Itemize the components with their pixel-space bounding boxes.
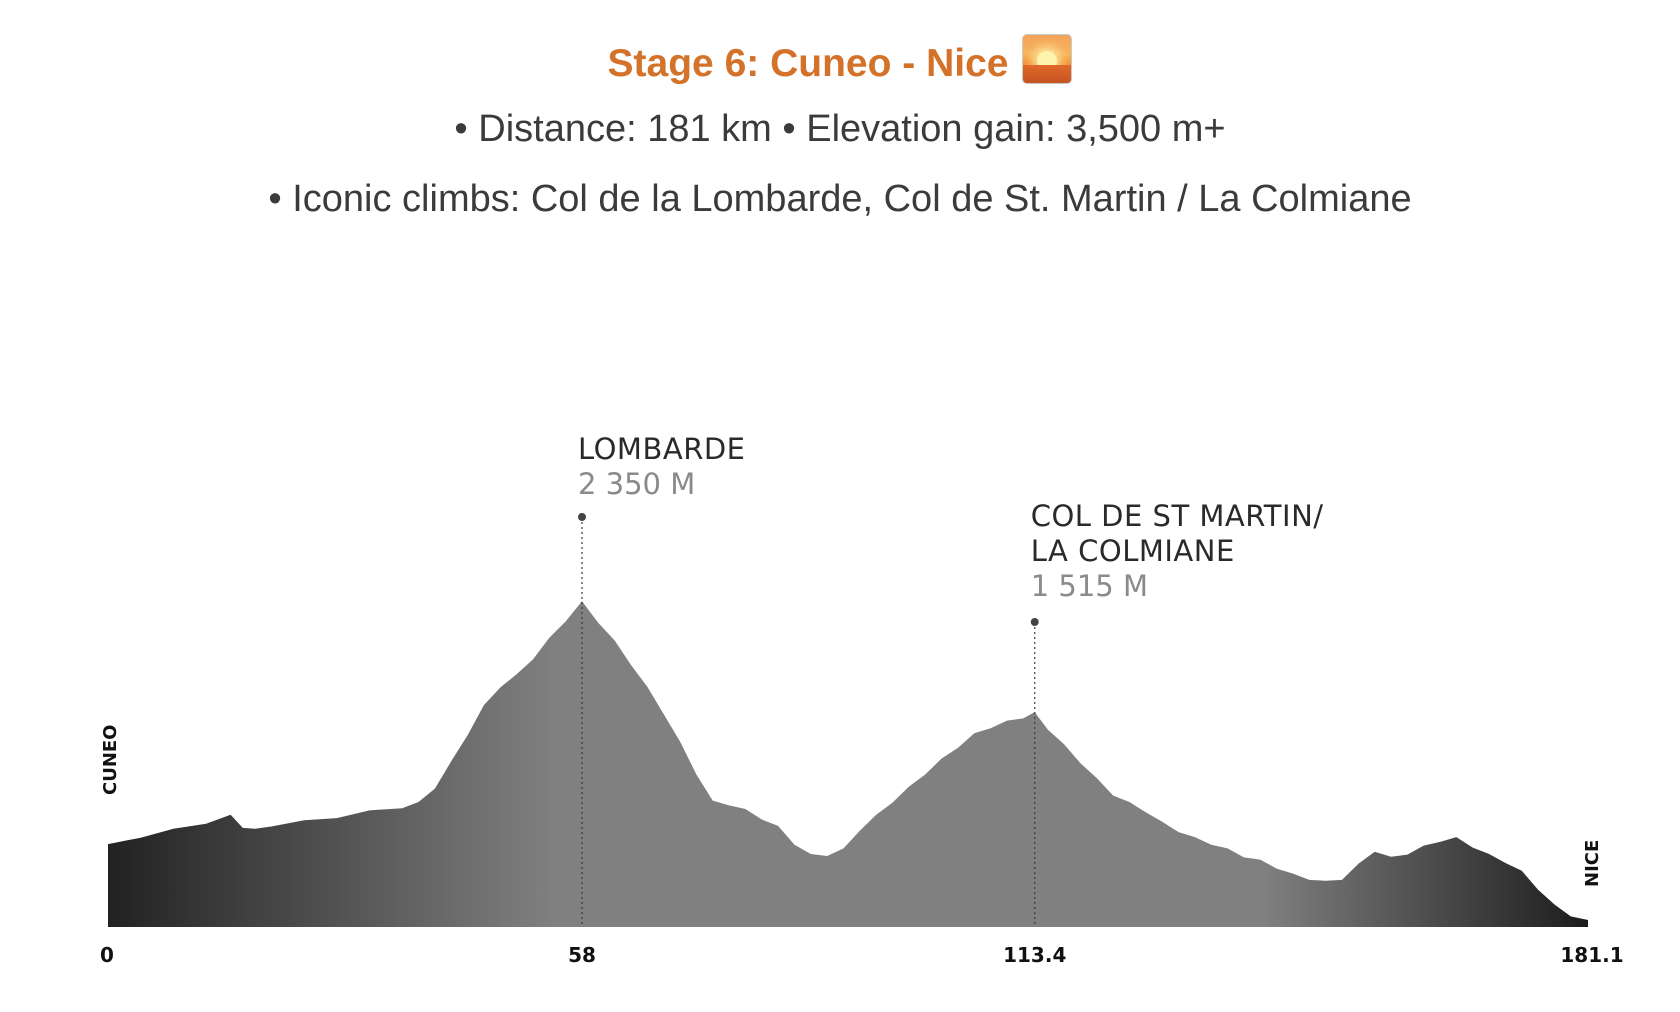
x-tick-label: 0 (100, 943, 114, 967)
sunset-emoji-icon (1022, 34, 1073, 84)
peak-marker-dot (1030, 618, 1039, 626)
start-label-cuneo: CUNEO (100, 725, 121, 796)
peak-marker-dot (577, 513, 586, 521)
distance-elevation-line: • Distance: 181 km • Elevation gain: 3,5… (454, 108, 1226, 150)
peak-elevation-label: 1 515 M (1031, 569, 1148, 603)
stage-title: Stage 6: Cuneo - Nice (0, 34, 1680, 85)
x-tick-label: 113.4 (1003, 943, 1066, 967)
x-tick-label: 58 (568, 943, 596, 967)
end-label-nice: NICE (1582, 840, 1603, 887)
peak-name-label: COL DE ST MARTIN/ (1031, 499, 1324, 533)
elevation-profile-area (108, 601, 1588, 927)
peak-elevation-label: 2 350 M (578, 467, 695, 501)
stage-title-text: Stage 6: Cuneo - Nice (607, 42, 1009, 85)
peak-name-label: LA COLMIANE (1031, 534, 1235, 568)
peak-name-label: LOMBARDE (578, 432, 746, 466)
iconic-climbs-line: • Iconic climbs: Col de la Lombarde, Col… (268, 178, 1412, 220)
x-tick-label: 181.1 (1560, 943, 1623, 967)
